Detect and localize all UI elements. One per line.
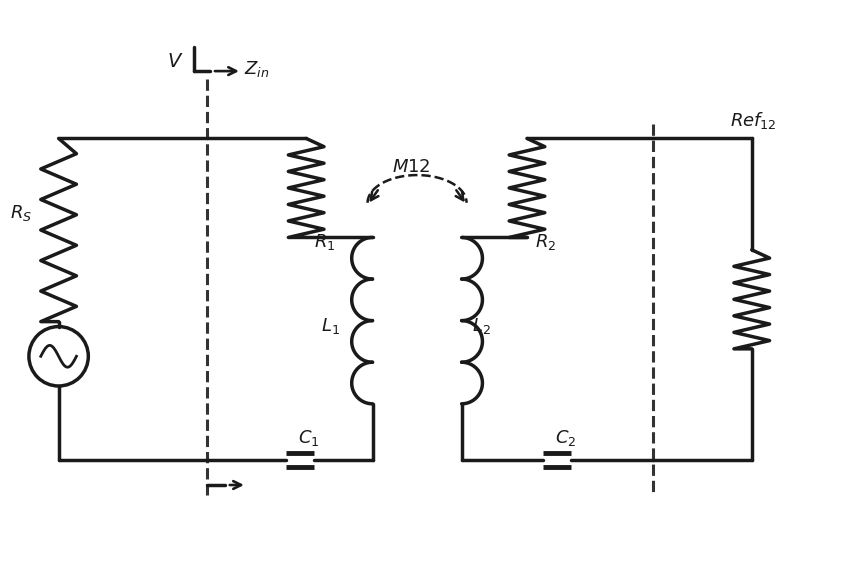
Text: $Z_{in}$: $Z_{in}$ [243,59,269,79]
Text: $L_2$: $L_2$ [471,316,490,336]
Text: V: V [168,52,181,71]
Text: $C_1$: $C_1$ [298,429,319,448]
Text: $L_1$: $L_1$ [321,316,340,336]
Text: $Ref_{12}$: $Ref_{12}$ [730,110,777,131]
Text: $R_2$: $R_2$ [535,232,556,252]
Text: $C_2$: $C_2$ [555,429,577,448]
Text: $M12$: $M12$ [393,158,431,176]
Text: $R_S$: $R_S$ [10,202,32,223]
Text: $R_1$: $R_1$ [314,232,336,252]
